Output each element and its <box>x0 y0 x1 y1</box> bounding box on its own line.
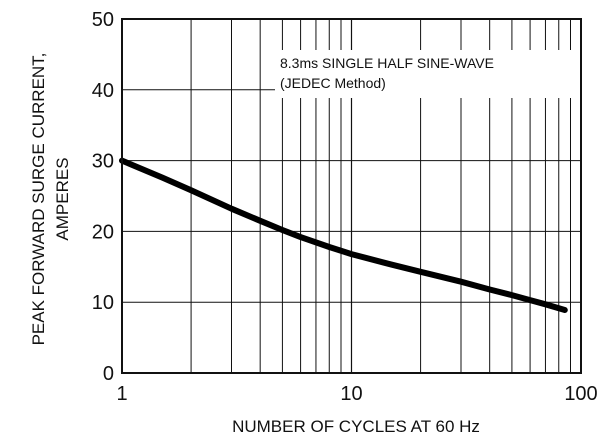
x-tick-label: 10 <box>340 383 362 405</box>
y-axis-title-line-2: AMPERES <box>53 157 72 240</box>
annotation-line-2: (JEDEC Method) <box>280 75 386 91</box>
y-tick-label: 30 <box>92 151 114 173</box>
plot-frame <box>121 18 582 374</box>
y-tick-label: 0 <box>103 363 114 385</box>
annotation-background <box>275 50 581 98</box>
y-tick-label: 40 <box>92 80 114 102</box>
annotation: 8.3ms SINGLE HALF SINE-WAVE (JEDEC Metho… <box>275 50 581 98</box>
x-tick-label: 1 <box>116 383 127 405</box>
y-tick-label: 50 <box>92 9 114 31</box>
y-tick-label: 10 <box>92 292 114 314</box>
tick-labels: 0 10 20 30 40 50 1 10 100 <box>92 9 598 405</box>
annotation-line-1: 8.3ms SINGLE HALF SINE-WAVE <box>280 55 494 71</box>
y-tick-label: 20 <box>92 221 114 243</box>
x-tick-label: 100 <box>564 383 597 405</box>
x-axis-title: NUMBER OF CYCLES AT 60 Hz <box>232 417 480 436</box>
surge-current-curve <box>119 157 568 313</box>
y-axis-title-line-1: PEAK FORWARD SURGE CURRENT, <box>29 53 48 346</box>
curve-layer <box>119 157 568 313</box>
